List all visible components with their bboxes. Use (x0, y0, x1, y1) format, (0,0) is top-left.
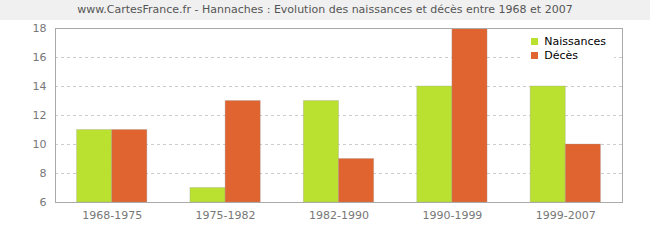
svg-text:6: 6 (40, 196, 47, 209)
html-text:Décès: Décès (544, 48, 578, 62)
svg-text:10: 10 (33, 138, 47, 151)
svg-text:1999-2007: 1999-2007 (536, 209, 596, 222)
svg-text:16: 16 (33, 51, 47, 64)
svg-text:1975-1982: 1975-1982 (196, 209, 256, 222)
html-text:Naissances: Naissances (544, 34, 606, 48)
svg-text:14: 14 (33, 80, 47, 93)
html-text:www.CartesFrance.fr - Hannache: www.CartesFrance.fr - Hannaches : Evolut… (77, 3, 573, 16)
svg-text:1968-1975: 1968-1975 (82, 209, 142, 222)
svg-text:18: 18 (33, 22, 47, 35)
svg-text:12: 12 (33, 109, 47, 122)
svg-text:1990-1999: 1990-1999 (422, 209, 482, 222)
svg-text:1982-1990: 1982-1990 (309, 209, 369, 222)
svg-text:8: 8 (40, 167, 47, 180)
